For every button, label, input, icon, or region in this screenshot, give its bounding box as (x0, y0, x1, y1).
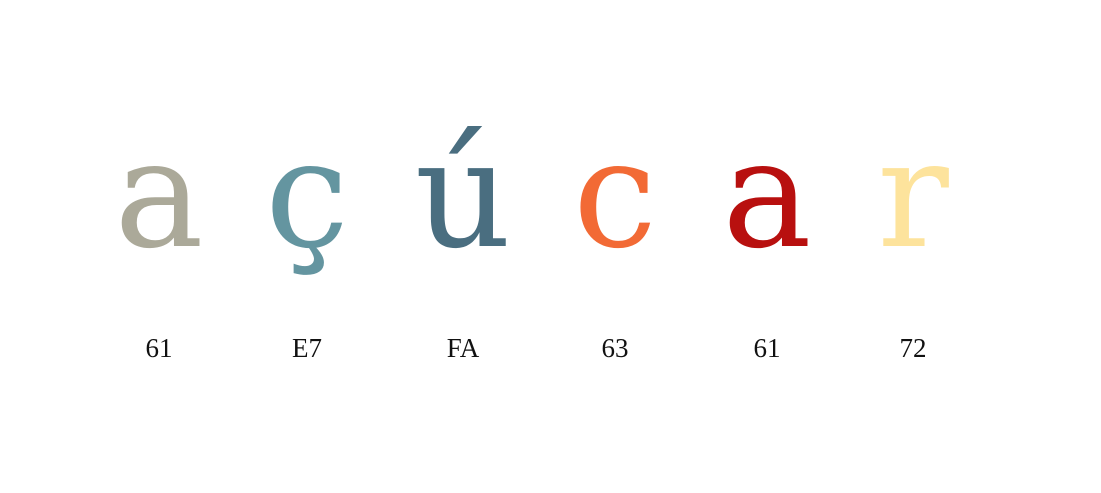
char-glyph: ç (264, 108, 349, 282)
char-glyph: ú (414, 108, 512, 282)
char-glyph: c (572, 108, 657, 282)
char-column-6: r 72 (838, 120, 988, 363)
char-hex-code: E7 (292, 333, 322, 363)
char-glyph: r (877, 108, 949, 282)
char-glyph: a (114, 108, 204, 282)
char-hex-code: 72 (899, 333, 927, 363)
char-hex-code: 61 (753, 333, 781, 363)
char-column-4: c 63 (540, 120, 690, 363)
char-hex-code: 63 (601, 333, 629, 363)
char-column-1: a 61 (84, 120, 234, 363)
char-hex-code: 61 (145, 333, 173, 363)
char-glyph: a (722, 108, 812, 282)
char-column-3: ú FA (388, 120, 538, 363)
char-column-5: a 61 (692, 120, 842, 363)
char-column-2: ç E7 (232, 120, 382, 363)
char-hex-code: FA (446, 333, 480, 363)
